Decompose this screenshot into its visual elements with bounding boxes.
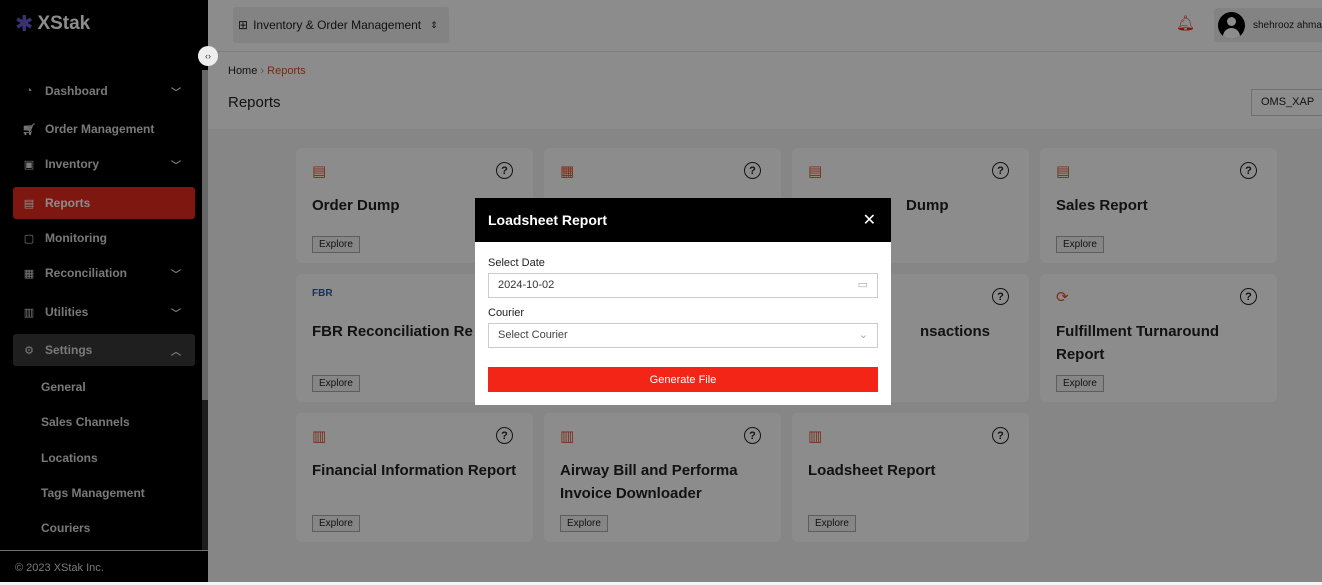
- modal-title: Loadsheet Report: [488, 212, 608, 228]
- sidebar: ✱ XStak ◔ Dashboard ﹀ 🛒︎ Order Management ▣ Inv…: [0, 0, 208, 582]
- grid-icon: ⊞: [238, 18, 249, 32]
- card-title: Fulfillment Turnaround Report: [1056, 323, 1220, 363]
- card-title: Airway Bill and Performa Invoice Downloa…: [560, 462, 738, 502]
- help-icon[interactable]: ?: [992, 288, 1009, 305]
- calendar-icon: ▭: [857, 279, 868, 291]
- sidebar-item-monitoring[interactable]: ▢ Monitoring: [13, 222, 195, 254]
- chevron-down-icon: ﹀: [171, 308, 181, 320]
- courier-select[interactable]: Select Courier ⌄: [488, 323, 878, 348]
- invoice-icon: ▥: [312, 428, 327, 445]
- explore-button[interactable]: Explore: [808, 515, 856, 532]
- sidebar-subitem[interactable]: Couriers: [41, 521, 91, 535]
- sidebar-subitem[interactable]: Tags Management: [41, 486, 145, 500]
- sidebar-subitem[interactable]: General: [41, 380, 86, 394]
- report-icon: ▤: [808, 163, 823, 180]
- courier-label: Courier: [488, 307, 525, 319]
- breadcrumb-current: Reports: [267, 65, 306, 77]
- sidebar-subitem[interactable]: Locations: [41, 451, 98, 465]
- card-title: Dump: [906, 197, 949, 214]
- explore-button[interactable]: Explore: [1056, 375, 1104, 392]
- sidebar-item-dashboard[interactable]: ◔ Dashboard ﹀: [13, 75, 195, 107]
- sidebar-item-reports[interactable]: ▤ Reports: [13, 187, 195, 219]
- utilities-icon: ▥: [23, 306, 35, 319]
- monitor-icon: ▢: [23, 232, 35, 245]
- help-icon[interactable]: ?: [992, 162, 1009, 179]
- sidebar-item-utilities[interactable]: ▥ Utilities ﹀: [13, 296, 195, 328]
- sort-icon: ⇕: [430, 19, 438, 30]
- box-icon: ▣: [23, 158, 35, 171]
- report-icon: ▤: [1056, 163, 1071, 180]
- card-title: Order Dump: [312, 197, 400, 214]
- sidebar-scrollbar[interactable]: [202, 70, 208, 550]
- store-selector[interactable]: OMS_XAP: [1251, 89, 1322, 116]
- help-icon[interactable]: ?: [496, 427, 513, 444]
- page-title: Reports: [228, 94, 281, 111]
- copyright: © 2023 XStak Inc.: [0, 550, 208, 585]
- loadsheet-modal: Loadsheet Report ✕ Select Date 2024-10-02…: [475, 198, 891, 405]
- xstak-logo-icon: ✱: [15, 11, 34, 36]
- card-title: Financial Information Report: [312, 462, 517, 479]
- chevron-down-icon: ﹀: [171, 87, 181, 99]
- explore-button[interactable]: Explore: [560, 515, 608, 532]
- invoice-icon: ▥: [560, 428, 575, 445]
- sidebar-item-order-management[interactable]: 🛒︎ Order Management: [22, 122, 155, 136]
- chevron-down-icon: ﹀: [171, 269, 181, 281]
- bell-icon[interactable]: 🔔︎: [1176, 15, 1196, 32]
- card-title: Sales Report: [1056, 197, 1148, 214]
- sidebar-item-settings[interactable]: ⚙ Settings ︿: [13, 334, 195, 366]
- explore-button[interactable]: Explore: [312, 515, 360, 532]
- app-switcher[interactable]: ⊞ Inventory & Order Management ⇕: [233, 7, 449, 43]
- breadcrumb-home[interactable]: Home: [228, 65, 258, 77]
- clipboard-box-icon: ▤: [312, 163, 327, 180]
- report-card: ▥? Loadsheet Report Explore: [792, 413, 1029, 542]
- chevron-up-icon: ︿: [171, 346, 181, 358]
- report-card: ▥? Financial Information Report Explore: [296, 413, 533, 542]
- explore-button[interactable]: Explore: [312, 236, 360, 253]
- explore-button[interactable]: Explore: [1056, 236, 1104, 253]
- date-field[interactable]: 2024-10-02 ▭: [488, 273, 878, 298]
- report-card: ⟳? Fulfillment Turnaround Report Explore: [1040, 274, 1277, 402]
- help-icon[interactable]: ?: [992, 427, 1009, 444]
- cart-icon: 🛒︎: [22, 123, 36, 136]
- chevron-down-icon: ﹀: [171, 160, 181, 172]
- close-icon[interactable]: ✕: [862, 212, 876, 229]
- collapse-sidebar-icon[interactable]: ‹›: [198, 46, 218, 66]
- help-icon[interactable]: ?: [744, 427, 761, 444]
- generate-file-button[interactable]: Generate File: [488, 367, 878, 392]
- refresh-icon: ⟳: [1056, 289, 1069, 306]
- logo[interactable]: ✱ XStak: [15, 11, 91, 36]
- help-icon[interactable]: ?: [496, 162, 513, 179]
- report-card: ▤? Sales Report Explore: [1040, 148, 1277, 263]
- sidebar-item-reconciliation[interactable]: ▦ Reconciliation ﹀: [13, 257, 195, 289]
- gear-icon: ⚙: [24, 344, 34, 357]
- reconcile-icon: ▦: [23, 267, 35, 280]
- document-icon: ▤: [23, 197, 35, 210]
- help-icon[interactable]: ?: [1240, 288, 1257, 305]
- breadcrumb: Home › Reports: [228, 65, 306, 77]
- card-title: nsactions: [920, 323, 991, 340]
- sidebar-subitem[interactable]: Sales Channels: [41, 415, 130, 429]
- help-icon[interactable]: ?: [744, 162, 761, 179]
- card-title: FBR Reconciliation Re: [312, 323, 473, 340]
- sidebar-item-inventory[interactable]: ▣ Inventory ﹀: [13, 148, 195, 180]
- chevron-down-icon: ⌄: [858, 329, 868, 341]
- avatar: [1218, 11, 1245, 39]
- gauge-icon: ◔: [25, 85, 33, 97]
- explore-button[interactable]: Explore: [312, 375, 360, 392]
- help-icon[interactable]: ?: [1240, 162, 1257, 179]
- user-menu[interactable]: shehrooz ahmad: [1214, 8, 1322, 42]
- top-header: ⊞ Inventory & Order Management ⇕ 🔔︎ shehro…: [208, 0, 1322, 52]
- fbr-logo-icon: FBR: [312, 288, 333, 299]
- invoice-icon: ▥: [808, 428, 823, 445]
- title-bar: [208, 52, 1322, 129]
- card-title: Loadsheet Report: [808, 462, 936, 479]
- date-label: Select Date: [488, 257, 545, 269]
- boxes-icon: ▦: [560, 163, 575, 180]
- report-card: ▥? Airway Bill and Performa Invoice Downl…: [544, 413, 781, 542]
